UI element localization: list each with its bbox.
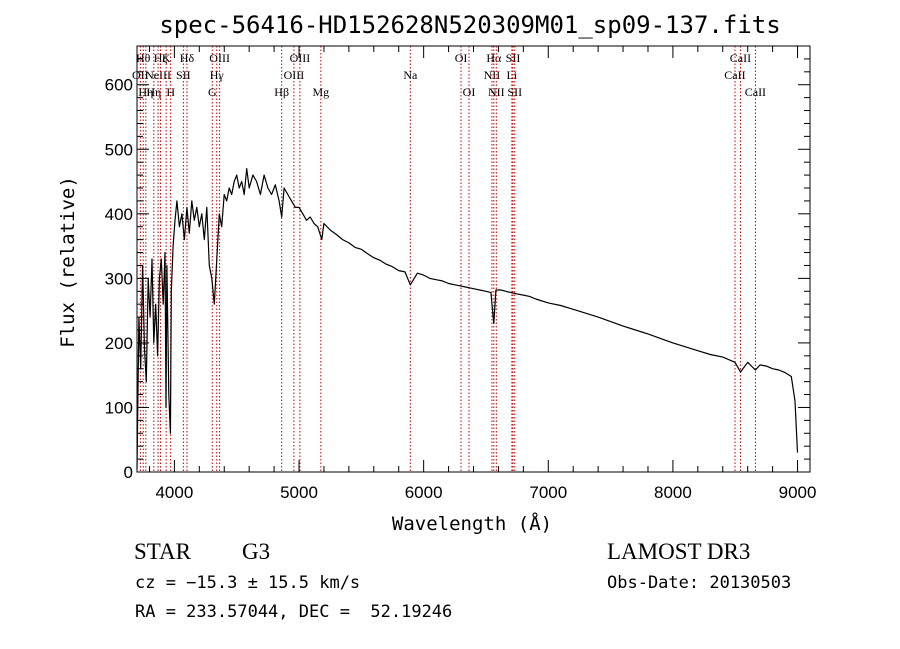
- y-tick-label: 0: [124, 463, 133, 482]
- line-label-11: Hγ: [210, 68, 225, 82]
- line-label-13: Hβ: [274, 85, 289, 99]
- line-label-20: NII: [484, 68, 501, 82]
- line-label-2: Hη: [138, 85, 153, 99]
- line-label-6: K: [162, 51, 171, 65]
- redshift-cz: cz = −15.3 ± 15.5 km/s: [135, 573, 361, 593]
- plot-frame: [136, 45, 811, 473]
- chart-title: spec-56416-HD152628N520309M01_sp09-137.f…: [159, 11, 780, 39]
- y-tick-label: 600: [105, 76, 133, 95]
- obs-date: Obs-Date: 20130503: [607, 573, 792, 593]
- line-label-28: CaII: [745, 85, 766, 99]
- line-label-10: G: [208, 85, 217, 99]
- y-tick-label: 400: [105, 205, 133, 224]
- y-tick-label: 300: [105, 269, 133, 288]
- line-label-26: CaII: [724, 68, 745, 82]
- line-label-4: NeIII: [145, 68, 171, 82]
- object-subclass: G3: [242, 539, 271, 564]
- line-label-14: OIII: [284, 68, 305, 82]
- line-label-8: Hδ: [180, 51, 195, 65]
- x-tick-label: 8000: [654, 483, 692, 502]
- line-label-18: OI: [455, 51, 468, 65]
- axes: 4000 5000 6000 7000 8000 9000 0 100 200 300 400 500…: [105, 45, 817, 502]
- line-label-22: NII: [488, 85, 505, 99]
- line-label-23: Li: [507, 68, 518, 82]
- line-label-12: OIII: [209, 51, 230, 65]
- y-tick-label: 500: [105, 140, 133, 159]
- y-axis-label: Flux (relative): [57, 176, 79, 348]
- y-tick-label: 200: [105, 334, 133, 353]
- x-tick-label: 5000: [280, 483, 318, 502]
- line-label-9: SII: [176, 68, 191, 82]
- line-label-1: Hθ: [136, 51, 151, 65]
- line-label-0: OII: [132, 68, 149, 82]
- spectrum-series: [136, 168, 799, 469]
- x-tick-label: 7000: [529, 483, 567, 502]
- y-tick-label: 100: [105, 398, 133, 417]
- line-label-27: CaII: [730, 51, 751, 65]
- coordinates: RA = 233.57044, DEC = 52.19246: [135, 602, 453, 622]
- line-label-16: Mg: [312, 85, 329, 99]
- line-label-21: Hα: [486, 51, 502, 65]
- line-label-7: H: [166, 85, 175, 99]
- x-axis-label: Wavelength (Å): [392, 512, 552, 535]
- line-label-19: OI: [463, 85, 476, 99]
- survey-name: LAMOST DR3: [607, 539, 751, 564]
- x-tick-label: 9000: [779, 483, 817, 502]
- line-label-15: OIII: [290, 51, 311, 65]
- x-tick-label: 4000: [155, 483, 193, 502]
- line-label-5: Hζ: [154, 51, 168, 65]
- line-label-24: SII: [506, 51, 521, 65]
- line-label-25: SII: [507, 85, 522, 99]
- object-class: STAR: [134, 539, 191, 564]
- spectrum-line-0: [136, 168, 799, 469]
- line-label-17: Na: [403, 68, 418, 82]
- line-label-3: Hη: [146, 85, 161, 99]
- x-tick-label: 6000: [405, 483, 443, 502]
